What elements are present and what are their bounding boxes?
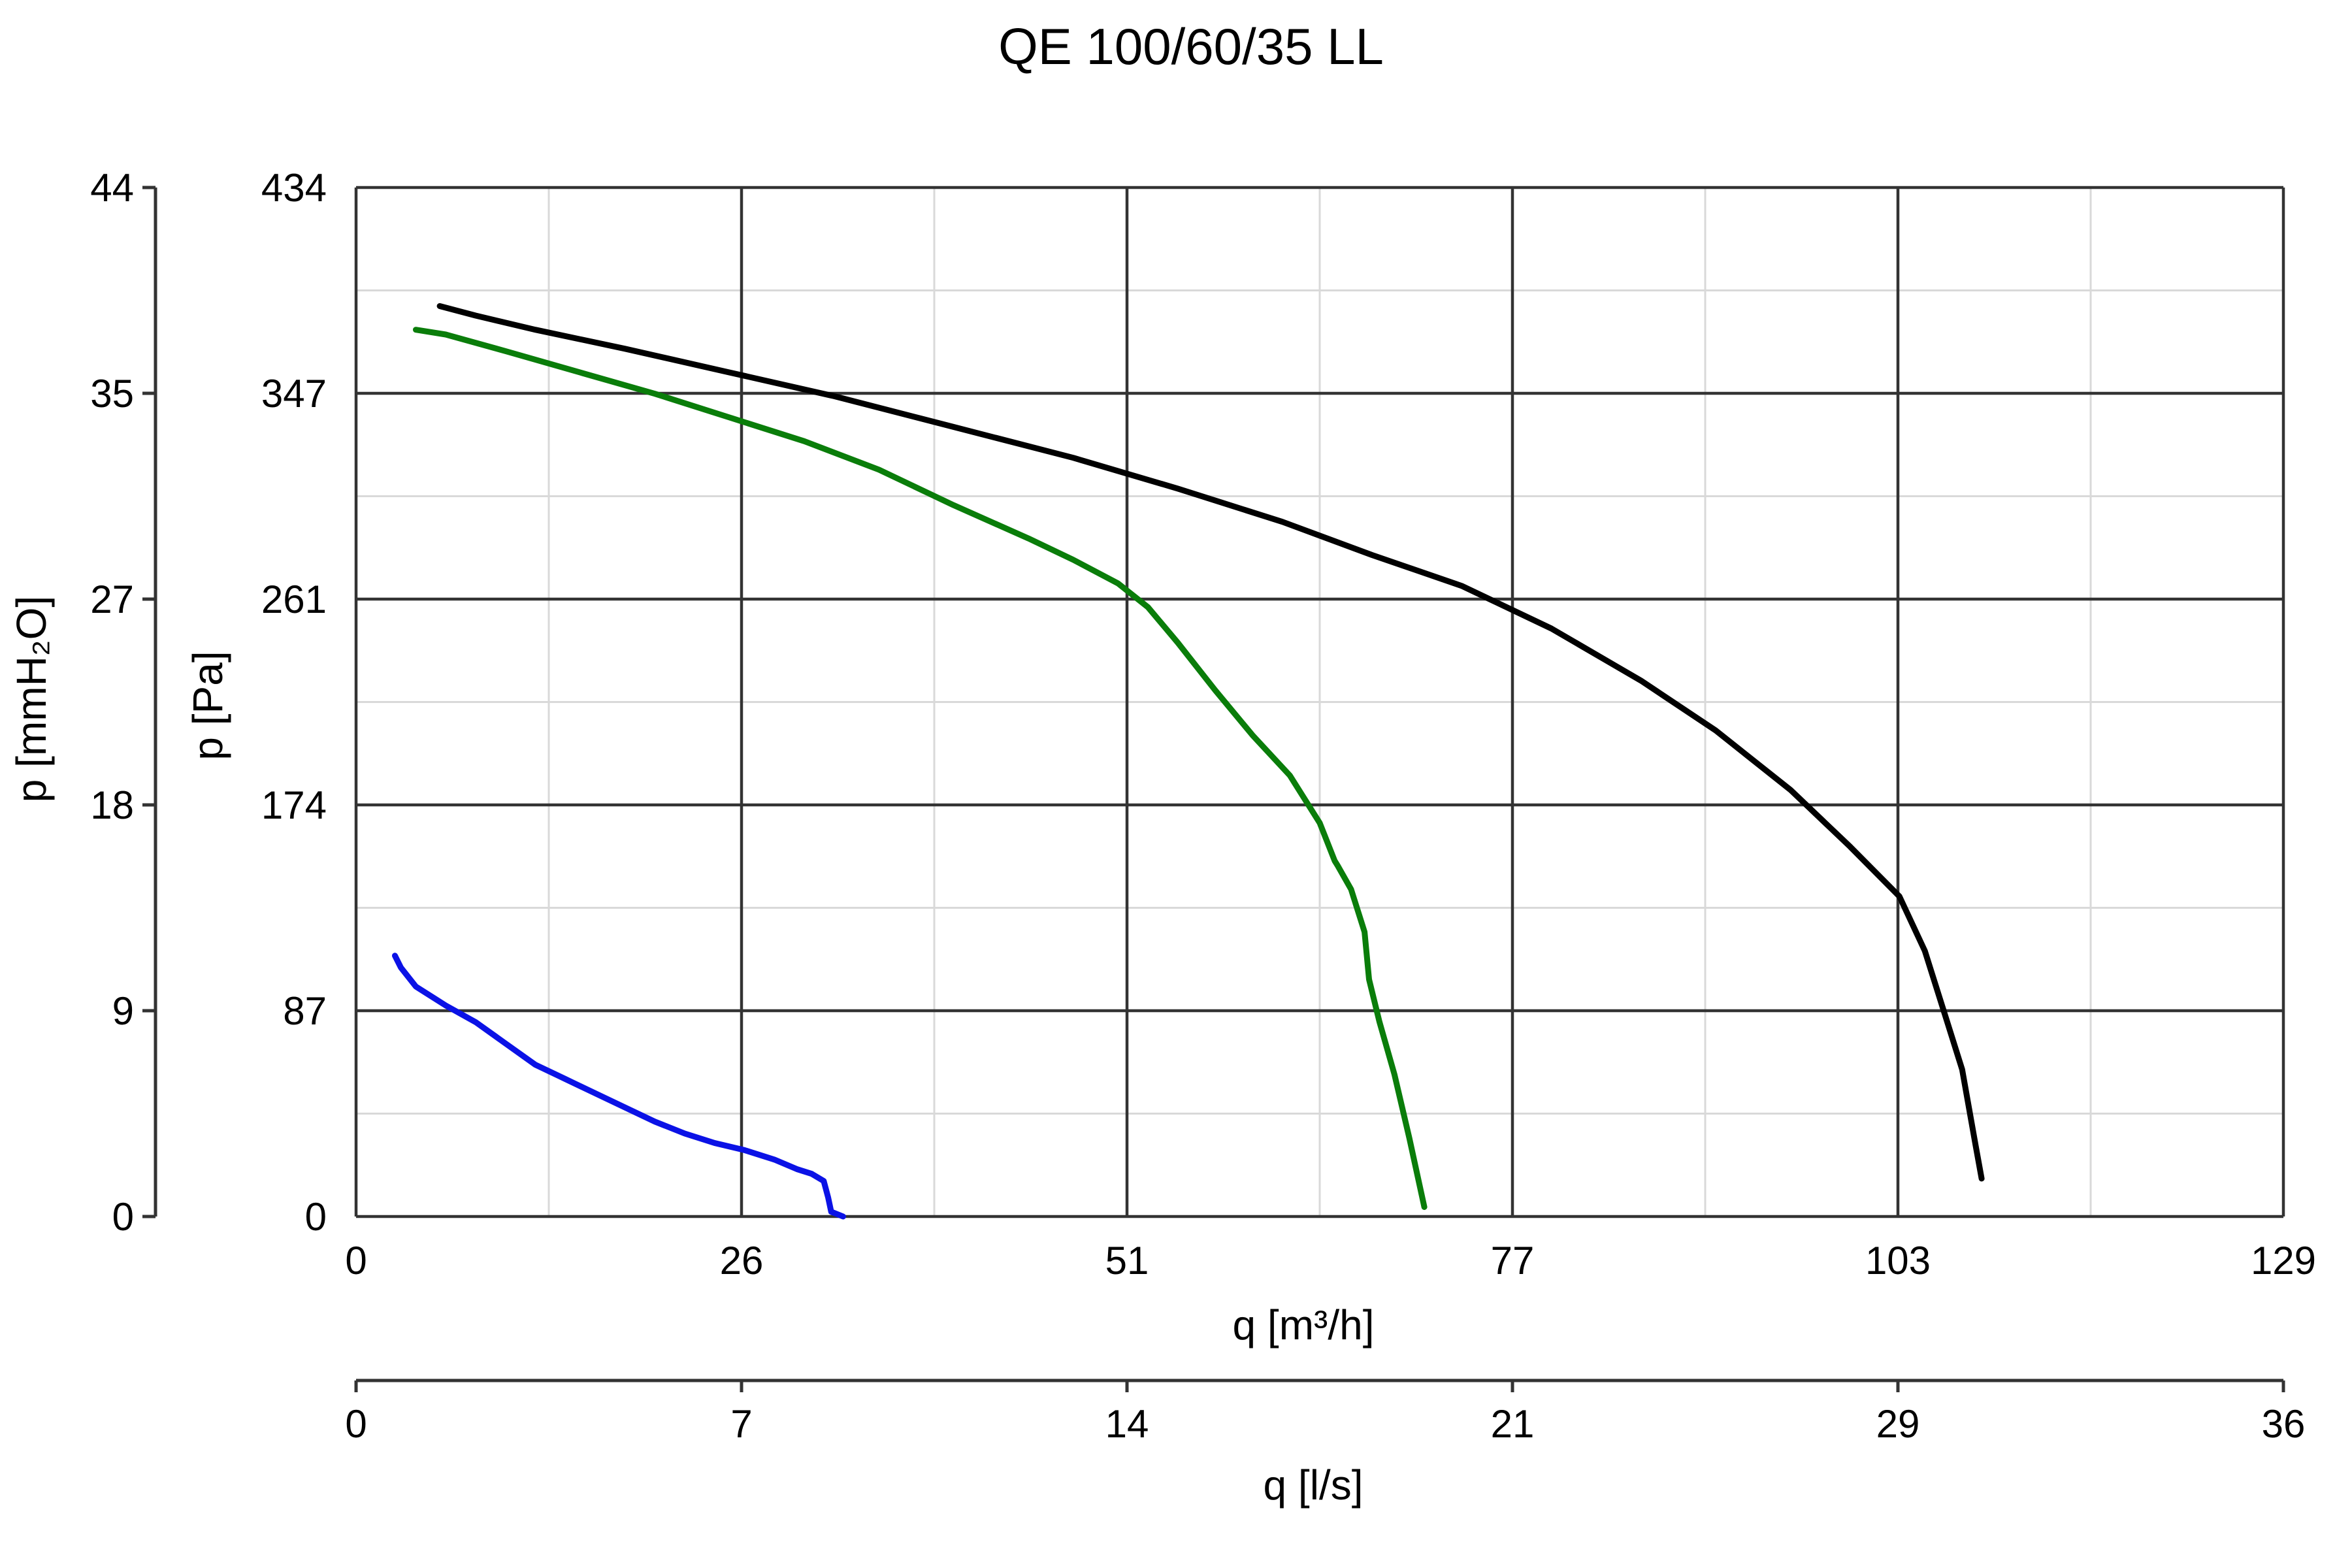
secondary-x-tick-label: 7	[730, 1402, 752, 1446]
grid	[354, 186, 2285, 1218]
x-tick-label: 51	[1105, 1239, 1149, 1282]
secondary-y-tick-label: 9	[112, 989, 134, 1033]
x-tick-label: 26	[720, 1239, 764, 1282]
y-tick-label: 261	[261, 578, 327, 621]
secondary-y-tick-label: 0	[112, 1195, 134, 1239]
secondary-x-tick-label: 29	[1876, 1402, 1920, 1446]
axis-labels: q [m³/h] q [l/s] p [Pa] p [mmH₂O]	[8, 596, 1374, 1509]
series-line-2	[413, 327, 1428, 1210]
secondary-x-tick-label: 21	[1491, 1402, 1535, 1446]
y-tick-label: 0	[305, 1195, 327, 1239]
x-tick-label: 0	[345, 1239, 367, 1282]
chart-title: QE 100/60/35 LL	[998, 18, 1384, 75]
y-tick-label: 174	[261, 783, 327, 827]
series-line-3	[392, 953, 846, 1220]
x-tick-label: 129	[2251, 1239, 2316, 1282]
series-line-1	[436, 303, 1985, 1182]
y-tick-label: 347	[261, 372, 327, 416]
secondary-x-tick-label: 36	[2262, 1402, 2306, 1446]
x-axis-label: q [m³/h]	[1233, 1301, 1375, 1348]
y-tick-label: 87	[283, 989, 327, 1033]
x-tick-label: 103	[1865, 1239, 1931, 1282]
x-tick-label: 77	[1491, 1239, 1535, 1282]
axes: 0 26 51 77 103 129 0 87 174 261 347 434 0 7 14 21 29 36 0 9…	[90, 166, 2316, 1446]
secondary-x-tick-label: 0	[345, 1402, 367, 1446]
secondary-y-tick-label: 18	[90, 783, 134, 827]
secondary-x-tick-label: 14	[1105, 1402, 1149, 1446]
y-axis-label: p [Pa]	[184, 651, 231, 760]
y-tick-label: 434	[261, 166, 327, 210]
secondary-y-tick-label: 35	[90, 372, 134, 416]
secondary-x-axis-label: q [l/s]	[1264, 1462, 1364, 1509]
secondary-y-tick-label: 44	[90, 166, 134, 210]
secondary-y-axis-label: p [mmH₂O]	[8, 596, 55, 802]
secondary-y-tick-label: 27	[90, 578, 134, 621]
plot-series	[392, 303, 1985, 1220]
